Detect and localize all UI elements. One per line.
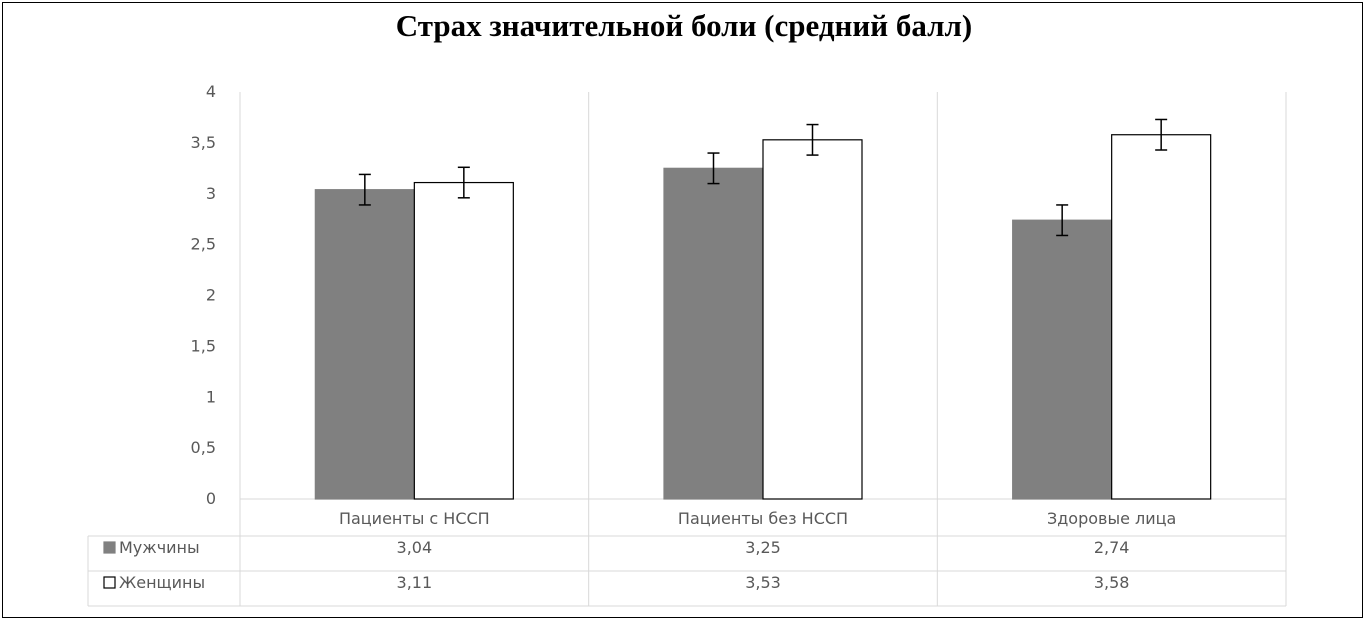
bar [413,181,514,500]
bar [1111,134,1212,500]
legend-label: Мужчины [119,538,200,557]
bar [663,167,764,500]
y-tick-label: 2 [206,286,216,305]
y-tick-label: 3,5 [191,133,216,152]
y-tick-label: 0,5 [191,438,216,457]
legend-label: Женщины [119,573,205,592]
y-tick-label: 0 [206,489,216,508]
bar [762,139,863,500]
legend-key [103,541,116,554]
x-tick-label: Пациенты с НССП [339,509,490,528]
data-label: 3,53 [745,573,781,592]
data-label: 3,11 [397,573,433,592]
y-tick-label: 4 [206,82,216,101]
y-tick-label: 1 [206,387,216,406]
bar [314,189,415,500]
data-label: 3,25 [745,538,781,557]
bar [1012,219,1113,500]
y-tick-label: 3 [206,184,216,203]
chart-title: Страх значительной боли (средний балл) [395,8,973,43]
data-label: 3,04 [397,538,433,557]
y-tick-label: 2,5 [191,235,216,254]
legend-key [103,576,116,589]
data-label: 3,58 [1094,573,1130,592]
y-tick-label: 1,5 [191,336,216,355]
data-label: 2,74 [1094,538,1130,557]
x-tick-label: Здоровые лица [1047,509,1176,528]
x-tick-label: Пациенты без НССП [678,509,848,528]
